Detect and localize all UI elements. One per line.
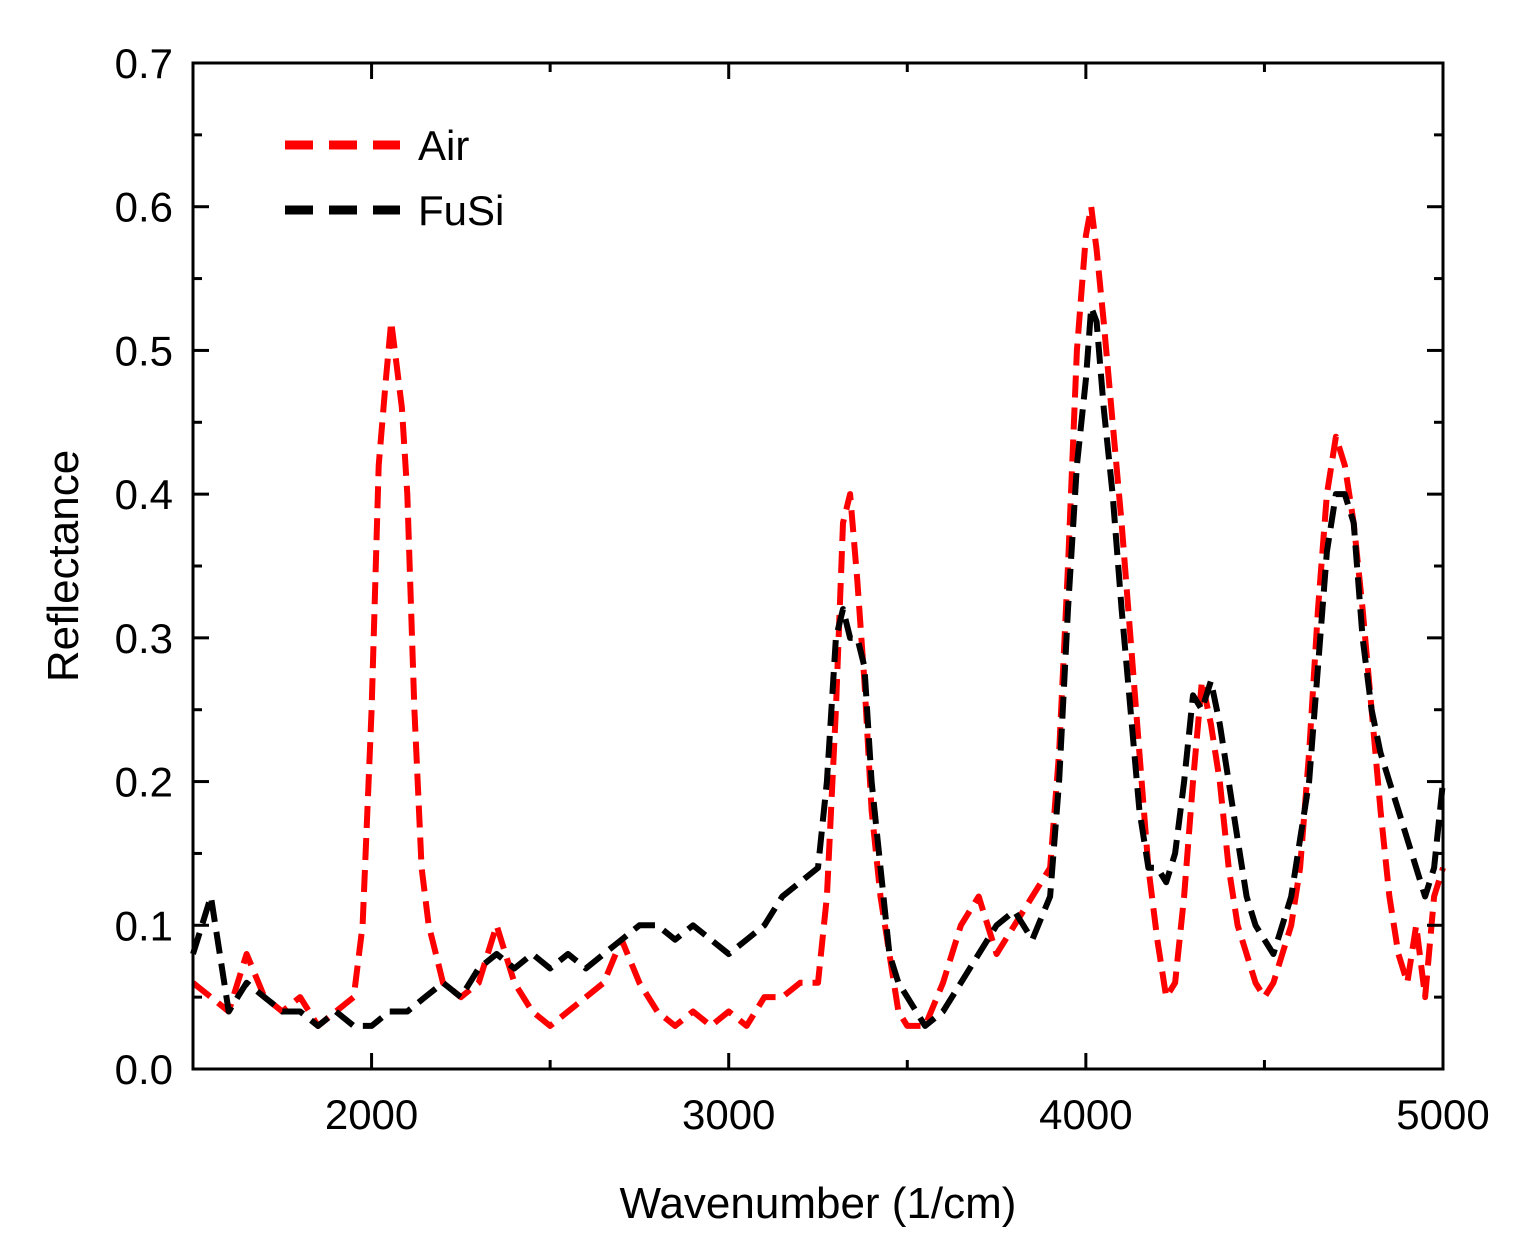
series-layer xyxy=(190,203,1446,1029)
y-tick-label: 0.0 xyxy=(115,1046,173,1093)
legend-label-air: Air xyxy=(418,122,469,169)
x-tick-label: 2000 xyxy=(325,1091,418,1138)
x-axis-title: Wavenumber (1/cm) xyxy=(620,1179,1017,1228)
y-tick-label: 0.1 xyxy=(115,902,173,949)
y-tick-label: 0.2 xyxy=(115,759,173,806)
x-tick-label: 3000 xyxy=(682,1091,775,1138)
x-tick-label: 4000 xyxy=(1039,1091,1132,1138)
legend: Air FuSi xyxy=(285,122,504,234)
y-axis: 0.0 0.1 0.2 0.3 0.4 0.5 0.6 0.7 xyxy=(115,40,1443,1093)
y-tick-label: 0.4 xyxy=(115,471,173,518)
series-line-air xyxy=(191,203,1446,1029)
series-line-fusi xyxy=(190,304,1446,1029)
legend-label-fusi: FuSi xyxy=(418,187,504,234)
y-axis-title: Reflectance xyxy=(39,450,88,682)
y-tick-label: 0.7 xyxy=(115,40,173,87)
y-tick-label: 0.5 xyxy=(115,327,173,374)
y-tick-label: 0.3 xyxy=(115,615,173,662)
x-tick-label: 5000 xyxy=(1396,1091,1489,1138)
plot-area xyxy=(193,63,1443,1069)
x-axis: 2000 3000 4000 5000 xyxy=(191,63,1490,1138)
y-tick-label: 0.6 xyxy=(115,184,173,231)
